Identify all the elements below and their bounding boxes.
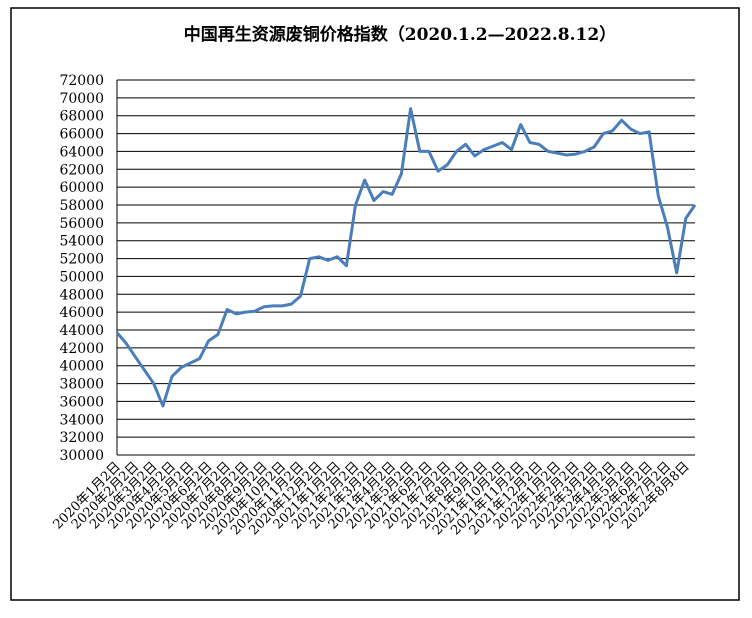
y-tick-label: 46000 xyxy=(59,305,104,321)
y-tick-label: 44000 xyxy=(59,323,104,339)
y-tick-label: 32000 xyxy=(59,430,104,446)
y-tick-label: 64000 xyxy=(59,144,104,160)
y-tick-label: 66000 xyxy=(59,127,104,143)
y-tick-label: 60000 xyxy=(59,180,104,196)
y-tick-label: 34000 xyxy=(59,412,104,428)
y-tick-label: 72000 xyxy=(59,73,104,89)
y-tick-label: 40000 xyxy=(59,359,104,375)
y-tick-label: 52000 xyxy=(59,252,104,268)
y-tick-label: 42000 xyxy=(59,341,104,357)
y-tick-label: 54000 xyxy=(59,234,104,250)
y-tick-label: 38000 xyxy=(59,377,104,393)
y-tick-label: 62000 xyxy=(59,162,104,178)
y-tick-label: 50000 xyxy=(59,269,104,285)
y-tick-label: 30000 xyxy=(59,448,104,464)
y-tick-label: 48000 xyxy=(59,287,104,303)
y-tick-label: 56000 xyxy=(59,216,104,232)
line-series xyxy=(115,107,697,408)
y-tick-label: 36000 xyxy=(59,394,104,410)
y-tick-label: 70000 xyxy=(59,91,104,107)
y-tick-label: 68000 xyxy=(59,109,104,125)
frame xyxy=(10,7,740,601)
chart-title: 中国再生资源废铜价格指数（2020.1.2—2022.8.12） xyxy=(184,24,616,45)
y-tick-label: 58000 xyxy=(59,198,104,214)
